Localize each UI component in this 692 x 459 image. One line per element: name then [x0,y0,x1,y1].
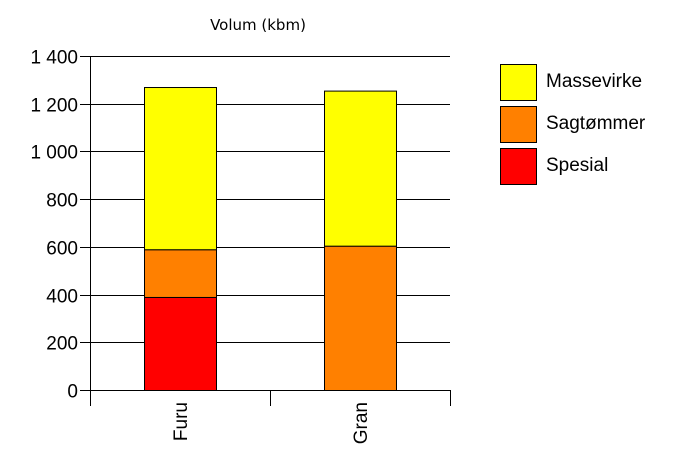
x-tick-labels: Furu Gran [171,402,372,444]
bars [144,87,397,392]
bar-segment-sagtømmer-gran [324,245,397,391]
legend-label: Massevirke [546,71,642,92]
bar-segment-massevirke-gran [324,90,397,247]
legend: Massevirke Sagtømmer Spesial [500,64,646,185]
y-tick-label: 1 000 [30,143,78,164]
x-tick-label: Furu [171,402,192,441]
bar-segment-sagtømmer-furu [144,249,217,298]
legend-label: Spesial [546,155,608,176]
y-axis-title: Volum (kbm) [210,16,306,34]
y-tick-label: 400 [46,287,78,308]
legend-swatch-spesial [500,148,537,185]
y-tick-label: 0 [67,382,78,403]
legend-swatch-sagtømmer [500,106,537,143]
legend-label: Sagtømmer [546,113,646,134]
y-tick-label: 200 [46,334,78,355]
y-tick-label: 1 400 [30,48,78,69]
y-tick-label: 800 [46,191,78,212]
axes [90,56,451,406]
legend-swatch-massevirke [500,64,537,101]
y-tick-label: 1 200 [30,96,78,117]
bar-segment-massevirke-furu [144,87,217,251]
bar-segment-spesial-furu [144,296,217,392]
y-tick-label: 600 [46,239,78,260]
y-ticks: 0 200 400 600 800 1 000 1 200 1 400 [30,48,90,403]
x-tick-label: Gran [351,402,372,444]
